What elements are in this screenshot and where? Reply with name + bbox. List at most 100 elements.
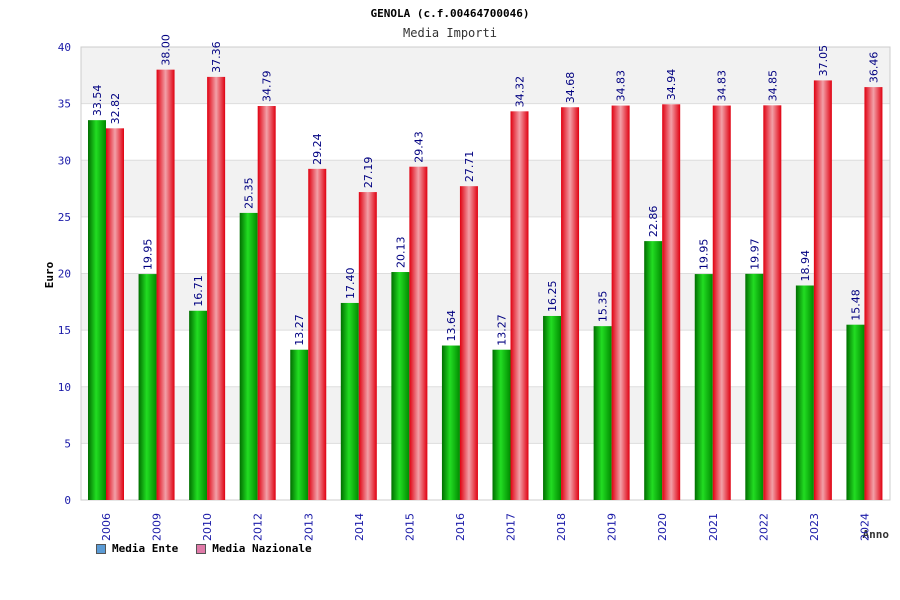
data-label: 13.27 (496, 314, 509, 346)
y-tick-label: 15 (58, 324, 71, 337)
data-label: 33.54 (91, 85, 104, 117)
x-tick-label: 2014 (353, 513, 366, 541)
data-label: 15.48 (849, 289, 862, 321)
chart-subtitle: Media Importi (403, 26, 497, 40)
legend-label-media-ente: Media Ente (112, 542, 179, 555)
y-tick-label: 20 (58, 268, 71, 281)
data-label: 34.83 (716, 70, 729, 102)
bar-media-nazionale (156, 69, 175, 501)
bar-media-nazionale (813, 80, 832, 500)
x-tick-label: 2010 (201, 513, 214, 541)
legend-swatch-media-nazionale (196, 543, 207, 554)
y-tick-label: 10 (58, 381, 71, 394)
bar-media-nazionale (106, 128, 124, 500)
data-label: 19.95 (142, 239, 155, 271)
bar-media-nazionale (409, 166, 428, 500)
data-label: 29.43 (412, 131, 425, 163)
x-axis-label: Anno (863, 528, 890, 541)
x-tick-label: 2020 (656, 513, 669, 541)
bar-media-nazionale (257, 106, 276, 501)
x-tick-label: 2018 (555, 513, 568, 541)
bar-media-nazionale (459, 186, 478, 500)
data-label: 19.97 (748, 238, 761, 270)
bar-media-nazionale (611, 105, 630, 501)
bars: 33.54 32.82 19.95 38.00 16.71 37.36 25.35 34.79… (88, 34, 883, 501)
data-label: 15.35 (597, 291, 610, 323)
x-tick-label: 2023 (808, 513, 821, 541)
data-label: 20.13 (394, 237, 407, 269)
bar-media-ente (644, 241, 663, 500)
x-tick-label: 2021 (707, 513, 720, 541)
legend-item-media-nazionale: Media Nazionale (196, 542, 312, 555)
bar-media-nazionale (510, 111, 529, 501)
y-axis-label: Euro (43, 261, 56, 288)
data-label: 18.94 (799, 250, 812, 282)
data-label: 37.36 (210, 41, 223, 73)
bar-media-ente (138, 274, 157, 500)
data-label: 25.35 (243, 177, 256, 209)
legend: Media Ente Media Nazionale (96, 542, 312, 555)
x-tick-label: 2012 (252, 513, 265, 541)
data-label: 19.95 (698, 239, 711, 271)
bar-media-ente (745, 273, 764, 500)
x-tick-label: 2019 (606, 513, 619, 541)
data-label: 36.46 (867, 52, 880, 84)
x-tick-label: 2009 (151, 513, 164, 541)
data-label: 17.40 (344, 267, 357, 299)
data-label: 34.85 (766, 70, 779, 102)
bar-media-nazionale (662, 104, 681, 500)
data-label: 37.05 (817, 45, 830, 77)
bar-media-ente (795, 285, 814, 500)
data-label: 38.00 (160, 34, 173, 66)
y-tick-label: 30 (58, 154, 71, 167)
bar-media-ente (239, 212, 258, 500)
data-label: 34.79 (261, 71, 274, 103)
data-label: 27.71 (463, 151, 476, 183)
y-tick-label: 0 (64, 494, 71, 507)
y-tick-label: 25 (58, 211, 71, 224)
bar-media-nazionale (308, 168, 327, 500)
data-label: 32.82 (109, 93, 122, 125)
bar-media-ente (593, 326, 612, 500)
x-tick-label: 2024 (858, 513, 871, 541)
x-tick-label: 2006 (100, 513, 113, 541)
data-label: 22.86 (647, 206, 660, 238)
data-label: 34.32 (514, 76, 527, 108)
bar-media-ente (391, 272, 410, 500)
bar-media-nazionale (207, 76, 226, 500)
bar-media-ente (340, 302, 359, 500)
x-tick-label: 2013 (302, 513, 315, 541)
bar-media-nazionale (358, 192, 377, 501)
bar-media-nazionale (864, 87, 883, 500)
plot-frame (80, 46, 891, 501)
legend-swatch-media-ente (96, 543, 106, 554)
chart-title: GENOLA (c.f.00464700046) (371, 7, 530, 20)
legend-item-media-ente: Media Ente (96, 542, 178, 555)
bar-media-ente (543, 315, 562, 500)
bar-media-nazionale (763, 105, 782, 500)
bar-media-ente (290, 349, 309, 500)
y-tick-label: 40 (58, 41, 71, 54)
bar-media-ente (441, 345, 460, 500)
x-tick-label: 2016 (454, 513, 467, 541)
x-axis-ticks: 2006 2009 2010 2012 2013 2014 2015 2016 2017 2018… (100, 513, 871, 541)
data-label: 16.25 (546, 280, 559, 312)
bar-media-ente (492, 349, 511, 500)
bar-media-ente (88, 120, 106, 501)
y-tick-label: 5 (64, 437, 71, 450)
bar-media-nazionale (712, 105, 731, 501)
y-tick-label: 35 (58, 98, 71, 111)
data-label: 29.24 (311, 133, 324, 165)
data-label: 34.68 (564, 72, 577, 104)
x-tick-label: 2017 (505, 513, 518, 541)
bar-media-nazionale (561, 107, 580, 501)
y-axis-ticks: 0 5 10 15 20 25 30 35 40 (58, 41, 71, 507)
data-label: 16.71 (192, 275, 205, 307)
data-label: 34.83 (615, 70, 628, 102)
bar-media-ente (694, 274, 713, 500)
data-label: 13.27 (293, 314, 306, 346)
bar-media-ente (189, 310, 208, 500)
bar-media-ente (846, 324, 865, 500)
data-label: 13.64 (445, 310, 458, 342)
